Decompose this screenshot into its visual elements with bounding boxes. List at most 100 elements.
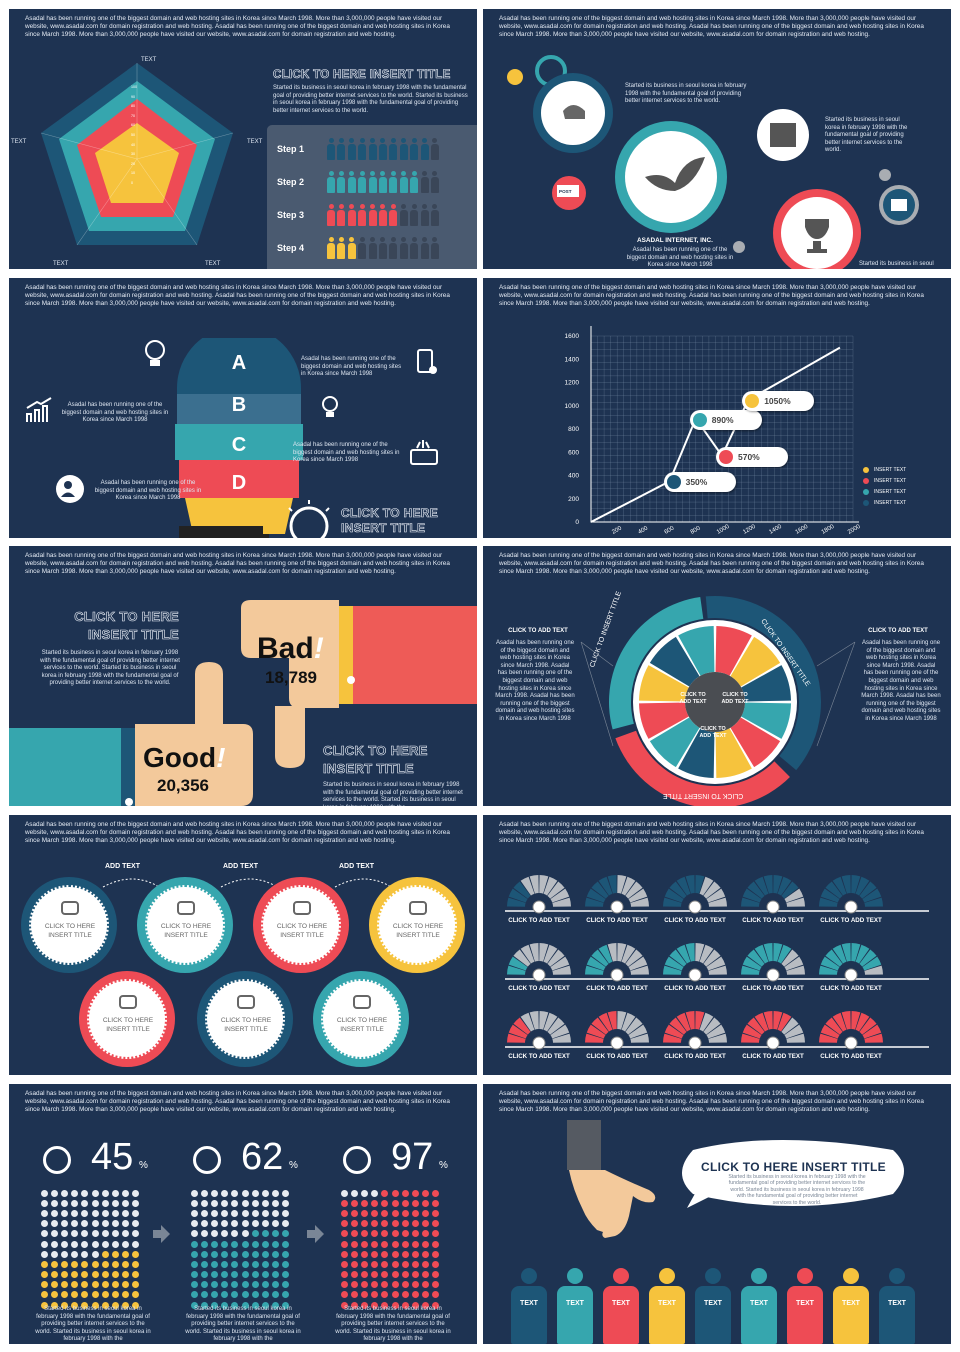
side-title: CLICK TO ADD TEXT [508, 628, 568, 634]
dot [272, 1260, 280, 1268]
dot [401, 1250, 409, 1258]
person-icon [347, 171, 356, 193]
drop-inner: CLICK TO HERE INSERT TITLE [377, 885, 457, 965]
gauge-segment [543, 1012, 558, 1032]
gauge-segment [552, 1033, 571, 1043]
dot [411, 1250, 419, 1258]
chart-callout: 350% [663, 472, 736, 493]
gauge-segment [586, 956, 606, 971]
dot [360, 1301, 368, 1309]
dot [401, 1260, 409, 1268]
gauge-segment [607, 875, 617, 894]
dot [111, 1220, 119, 1228]
dot [91, 1199, 99, 1207]
dot [391, 1189, 399, 1197]
dot [132, 1199, 140, 1207]
gauge-segment [703, 949, 721, 967]
center-label: CLICK TO ADD TEXT [699, 726, 727, 739]
dot [261, 1250, 269, 1258]
header-text: Asadal has been running one of the bigge… [25, 821, 450, 845]
gauge-label: CLICK TO ADD TEXT [586, 917, 648, 924]
dot [340, 1250, 348, 1258]
header-text: Asadal has been running one of the bigge… [25, 15, 450, 39]
drop-inner: CLICK TO HERE INSERT TITLE [145, 885, 225, 965]
dot [101, 1291, 109, 1299]
dot [261, 1301, 269, 1309]
dot [111, 1271, 119, 1279]
dot-matrix [39, 1188, 149, 1310]
ring-center [685, 672, 745, 732]
gauge-segment [685, 1011, 695, 1030]
gauge-segment [628, 888, 648, 903]
dot [60, 1209, 68, 1217]
person-icon [378, 204, 387, 226]
gauge-segment [708, 897, 727, 907]
dot [251, 1291, 259, 1299]
dot [422, 1240, 430, 1248]
dot [411, 1220, 419, 1228]
dot [251, 1220, 259, 1228]
gauge-segment [747, 1017, 765, 1035]
piggy-bank-icon [119, 995, 137, 1009]
dot [340, 1199, 348, 1207]
gauge-segment [855, 1012, 870, 1032]
gauge-segment [819, 1033, 838, 1043]
gauge-segment [550, 888, 570, 903]
gauge-segment [539, 1011, 549, 1030]
dot [340, 1281, 348, 1289]
dot [381, 1301, 389, 1309]
drop-circle[interactable]: CLICK TO HERE INSERT TITLE [197, 971, 293, 1067]
gauge-segment [513, 881, 531, 899]
gauge-segment [539, 943, 549, 962]
dot [81, 1250, 89, 1258]
legend-item: INSERT TEXT [863, 464, 906, 475]
dot [340, 1240, 348, 1248]
gauge-segment [508, 888, 528, 903]
pie-segment [741, 702, 791, 739]
drop-circle[interactable]: CLICK TO HERE INSERT TITLE [79, 971, 175, 1067]
dot [221, 1260, 229, 1268]
dot [371, 1189, 379, 1197]
dot [261, 1271, 269, 1279]
dot [122, 1291, 130, 1299]
gauge-segment [617, 875, 627, 894]
dot [210, 1281, 218, 1289]
gauge-label: CLICK TO ADD TEXT [664, 917, 726, 924]
dot [371, 1230, 379, 1238]
legend-item: INSERT TEXT [863, 475, 906, 486]
chart-callout: 1050% [742, 390, 815, 411]
gauge-label: CLICK TO ADD TEXT [508, 985, 570, 992]
chart-callout: 570% [716, 446, 788, 467]
dot [40, 1250, 48, 1258]
drop-circle[interactable]: CLICK TO HERE INSERT TITLE [137, 877, 233, 973]
gauge-needle [844, 1036, 858, 1050]
dot [411, 1271, 419, 1279]
legend-swatch [863, 466, 869, 473]
slide-title: CLICK TO HERE INSERT TITLE [74, 609, 179, 643]
drop-circle[interactable]: CLICK TO HERE INSERT TITLE [313, 971, 409, 1067]
drop-circle[interactable]: CLICK TO HERE INSERT TITLE [253, 877, 349, 973]
dot [221, 1291, 229, 1299]
gauge-label: CLICK TO ADD TEXT [742, 1053, 804, 1060]
gauge-segment [695, 875, 705, 894]
dot [432, 1301, 440, 1309]
radar-tick: 70 [131, 113, 135, 118]
dot [190, 1240, 198, 1248]
header-text: Asadal has been running one of the bigge… [499, 15, 924, 39]
dot [261, 1209, 269, 1217]
gauge-segment [663, 965, 682, 975]
gauge-segment [676, 944, 691, 964]
dot [91, 1260, 99, 1268]
gauge-segment [669, 1017, 687, 1035]
dot [261, 1240, 269, 1248]
drop-circle[interactable]: CLICK TO HERE INSERT TITLE [21, 877, 117, 973]
gauge-needle [766, 1036, 780, 1050]
dot [282, 1189, 290, 1197]
dot [60, 1240, 68, 1248]
gauge-segment [784, 888, 804, 903]
dot [272, 1240, 280, 1248]
dot [231, 1260, 239, 1268]
person-label: TEXT [704, 1300, 722, 1307]
drop-circle[interactable]: CLICK TO HERE INSERT TITLE [369, 877, 465, 973]
dot [210, 1260, 218, 1268]
